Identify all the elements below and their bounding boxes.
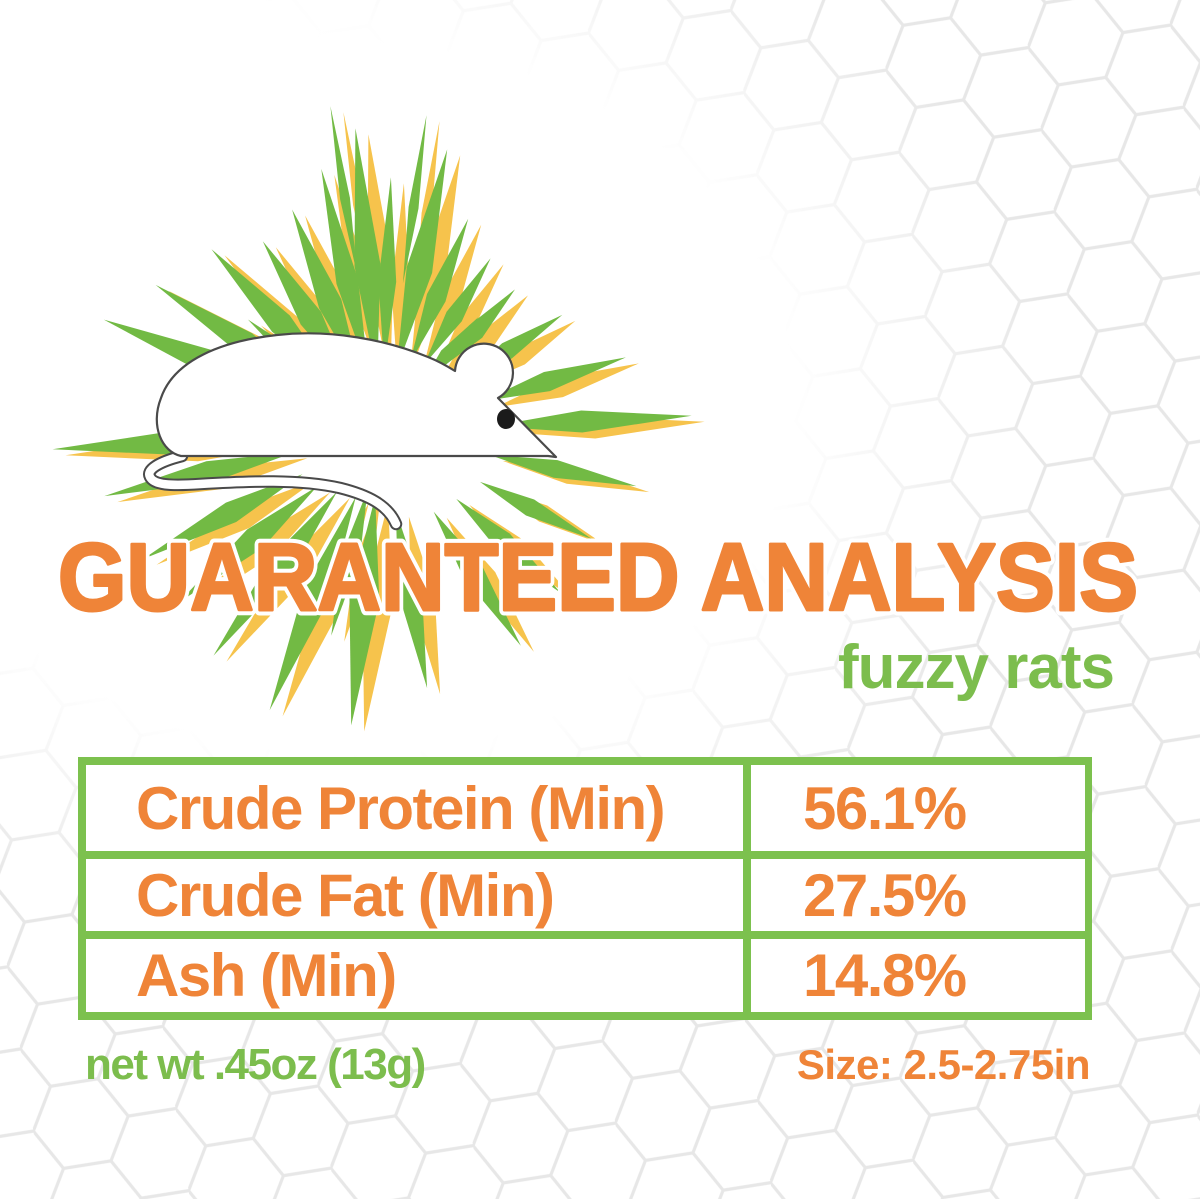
mouse-eye (497, 409, 515, 429)
title-text: GUARANTEED ANALYSIS (58, 524, 1138, 631)
nutrient-value: 27.5% (751, 859, 1085, 931)
mouse-tail (145, 451, 401, 529)
nutrient-name: Crude Fat (Min) (86, 859, 743, 931)
size-text: Size: 2.5-2.75in (796, 1041, 1091, 1088)
nutrient-name: Crude Protein (Min) (86, 765, 743, 851)
nutrient-value: 14.8% (751, 939, 1085, 1012)
product-name: fuzzy rats (838, 633, 1115, 702)
nutrient-value: 56.1% (751, 765, 1085, 851)
page-title: GUARANTEED ANALYSIS GUARANTEED ANALYSIS (53, 519, 1144, 637)
guaranteed-analysis-table: Crude Protein (Min) 56.1% Crude Fat (Min… (78, 757, 1092, 1020)
mouse-silhouette (143, 332, 558, 531)
nutrient-name: Ash (Min) (86, 939, 743, 1012)
mouse-body (155, 332, 558, 459)
net-weight-text: net wt .45oz (13g) (85, 1040, 426, 1089)
title-text-outline: GUARANTEED ANALYSIS (58, 524, 1138, 631)
